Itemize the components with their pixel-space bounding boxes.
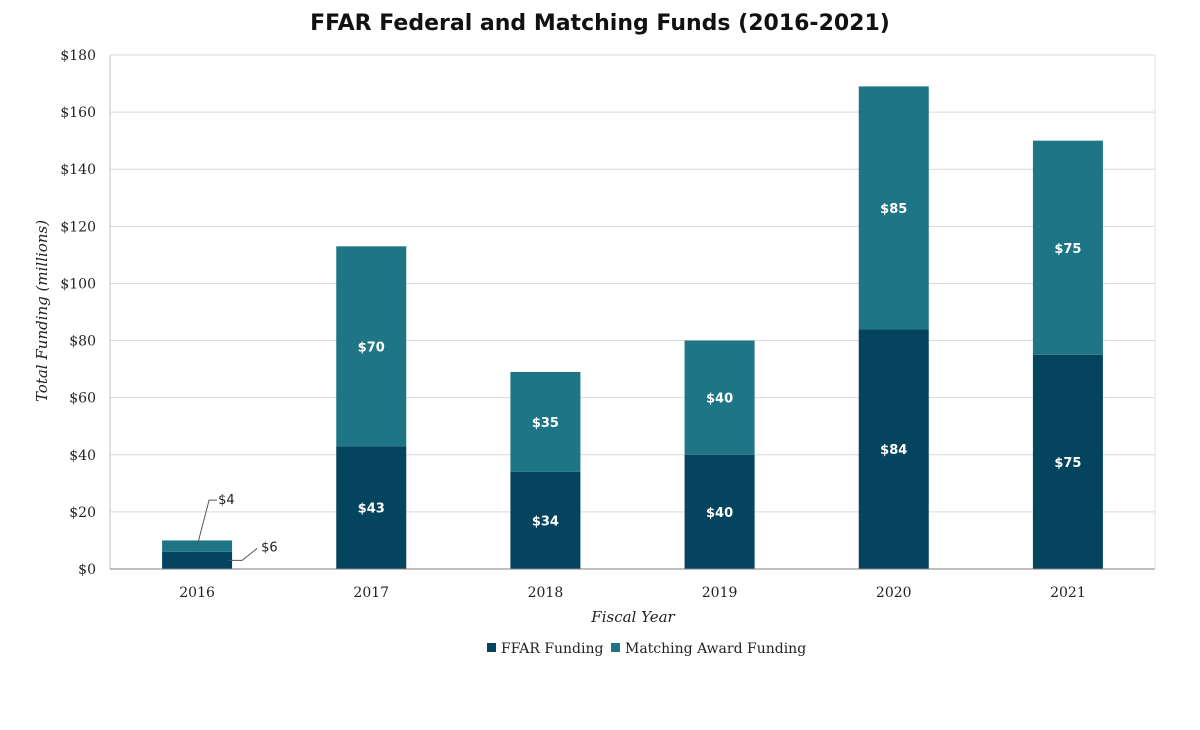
gridlines: [110, 54, 1155, 513]
data-label: $75: [1054, 456, 1081, 471]
bar-ffar-2020: [858, 329, 929, 569]
y-tick-label: $140: [60, 162, 96, 178]
x-axis-label: Fiscal Year: [590, 608, 675, 626]
callout-line: [228, 548, 258, 561]
data-label: $84: [880, 443, 907, 458]
bar-ffar-2019: [684, 454, 755, 569]
y-tick-label: $60: [69, 391, 96, 407]
y-tick-label: $0: [78, 562, 96, 578]
legend-swatch-ffar: [487, 643, 496, 652]
y-tick-label: $40: [69, 448, 96, 464]
bar-matching-2019: [684, 340, 755, 455]
legend-label-matching: Matching Award Funding: [625, 641, 806, 657]
bars: $6 $4 $43 $70 $34 $35 $40 $40 $84 $85 $75 $75: [162, 86, 1103, 569]
data-label: $43: [358, 502, 385, 517]
bar-ffar-2017: [336, 446, 407, 569]
data-label: $35: [532, 416, 559, 431]
x-tick-label: 2017: [353, 585, 389, 601]
data-label: $40: [706, 506, 733, 521]
callout-line: [196, 499, 218, 547]
bar-ffar-2018: [510, 471, 581, 569]
y-tick-label: $160: [60, 105, 96, 121]
bar-matching-2017: [336, 246, 407, 447]
x-tick-label: 2019: [702, 585, 738, 601]
data-label: $6: [261, 540, 278, 555]
y-tick-label: $80: [69, 334, 96, 350]
bar-matching-2018: [510, 371, 581, 472]
axes: $0 $20 $40 $60 $80 $100 $120 $140 $160 $180 2016 20…: [60, 48, 1156, 601]
bar-matching-2021: [1032, 140, 1103, 355]
bar-matching-2020: [858, 86, 929, 330]
y-axis-label: Total Funding (millions): [33, 220, 51, 402]
x-tick-label: 2018: [528, 585, 564, 601]
data-label: $40: [706, 392, 733, 407]
x-tick-label: 2021: [1050, 585, 1086, 601]
legend: FFAR Funding Matching Award Funding: [487, 641, 806, 657]
chart-title: FFAR Federal and Matching Funds (2016-20…: [310, 11, 890, 36]
y-tick-label: $20: [69, 505, 96, 521]
data-label: $70: [358, 340, 385, 355]
bar-ffar-2016: [162, 551, 233, 569]
legend-label-ffar: FFAR Funding: [501, 641, 604, 657]
bar-ffar-2021: [1032, 354, 1103, 569]
legend-swatch-matching: [611, 643, 620, 652]
data-label: $4: [218, 493, 235, 508]
y-tick-label: $100: [60, 276, 96, 292]
x-tick-label: 2016: [179, 585, 215, 601]
y-tick-label: $180: [60, 48, 96, 64]
x-tick-label: 2020: [876, 585, 912, 601]
data-label: $34: [532, 514, 559, 529]
data-label: $75: [1054, 242, 1081, 257]
data-label: $85: [880, 202, 907, 217]
y-tick-label: $120: [60, 219, 96, 235]
